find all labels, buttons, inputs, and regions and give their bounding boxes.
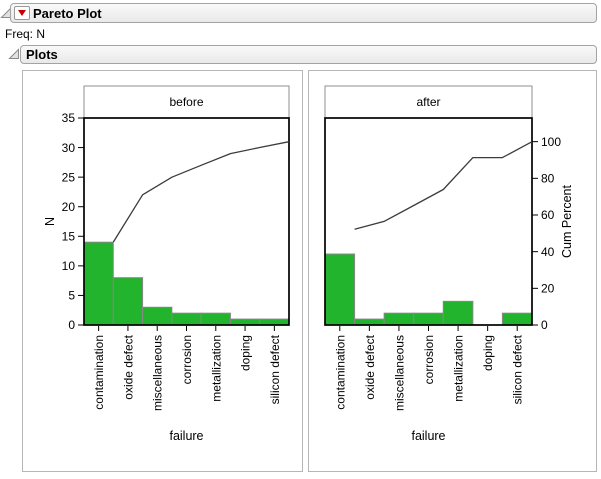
y-tick-label: 0 bbox=[68, 318, 75, 332]
x-tick-label: corrosion bbox=[180, 335, 194, 384]
x-tick-label: metallization bbox=[209, 335, 223, 402]
x-tick-label: doping bbox=[481, 335, 495, 371]
x-axis-title: failure bbox=[411, 429, 445, 443]
y2-tick-label: 40 bbox=[541, 245, 555, 259]
cumulative-percent-line bbox=[112, 141, 290, 243]
freq-label: Freq: N bbox=[5, 27, 46, 41]
pareto-bar-miscellaneous[interactable] bbox=[142, 306, 173, 326]
pareto-bar-oxide-defect[interactable] bbox=[354, 318, 385, 326]
panel-title: after bbox=[416, 95, 440, 109]
disclosure-triangle-icon[interactable] bbox=[8, 48, 20, 60]
plots-header-bar: Plots bbox=[20, 45, 597, 64]
cumulative-percent-line bbox=[354, 141, 533, 230]
pareto-bar-miscellaneous[interactable] bbox=[383, 312, 415, 326]
pareto-bar-contamination[interactable] bbox=[83, 241, 114, 326]
red-triangle-icon bbox=[18, 10, 26, 16]
pareto-bar-corrosion[interactable] bbox=[171, 312, 202, 326]
pareto-plot-header-bar: Pareto Plot bbox=[10, 3, 597, 23]
x-axis-title: failure bbox=[169, 429, 203, 443]
plot-frame bbox=[324, 117, 533, 326]
panel-title: before bbox=[169, 95, 203, 109]
x-tick-label: corrosion bbox=[422, 335, 436, 384]
y-tick-label: 10 bbox=[62, 259, 76, 273]
x-tick-label: oxide defect bbox=[363, 334, 377, 399]
y2-tick-label: 20 bbox=[541, 282, 555, 296]
pareto-bar-metallization[interactable] bbox=[442, 300, 474, 326]
y-axis-title: N bbox=[43, 217, 57, 226]
x-tick-label: miscellaneous bbox=[151, 335, 165, 411]
x-tick-label: metallization bbox=[452, 335, 466, 402]
pareto-chart-after: after 0 20 40 60 80 100 Cum Percent contaminatio… bbox=[324, 85, 574, 443]
red-triangle-menu-button[interactable] bbox=[14, 6, 30, 20]
plots-section-title: Plots bbox=[26, 47, 58, 62]
x-tick-label: contamination bbox=[92, 335, 106, 410]
pareto-bar-oxide-defect[interactable] bbox=[112, 277, 144, 326]
pareto-bar-silicon-defect[interactable] bbox=[259, 318, 290, 326]
x-tick-label: silicon defect bbox=[268, 334, 282, 404]
pareto-bar-corrosion[interactable] bbox=[413, 312, 444, 326]
panel-header-box bbox=[83, 85, 290, 119]
y2-tick-label: 0 bbox=[541, 318, 548, 332]
plot-frame bbox=[83, 117, 290, 326]
y-tick-label: 30 bbox=[62, 141, 76, 155]
pareto-bar-metallization[interactable] bbox=[200, 312, 231, 326]
y2-axis-title: Cum Percent bbox=[560, 185, 574, 258]
y2-tick-label: 80 bbox=[541, 172, 555, 186]
x-tick-label: miscellaneous bbox=[392, 335, 406, 411]
pareto-bar-silicon-defect[interactable] bbox=[501, 312, 533, 326]
x-tick-label: oxide defect bbox=[121, 334, 135, 399]
y-tick-label: 20 bbox=[62, 200, 76, 214]
x-tick-label: doping bbox=[239, 335, 253, 371]
pareto-bar-doping[interactable] bbox=[229, 318, 261, 326]
y-tick-label: 5 bbox=[68, 289, 75, 303]
y-tick-label: 25 bbox=[62, 170, 76, 184]
x-tick-label: silicon defect bbox=[511, 334, 525, 404]
x-tick-label: contamination bbox=[333, 335, 347, 410]
y2-tick-label: 100 bbox=[541, 135, 561, 149]
y-tick-label: 35 bbox=[62, 111, 76, 125]
y2-tick-label: 60 bbox=[541, 208, 555, 222]
pareto-panel-after: after 0 20 40 60 80 100 Cum Percent contaminatio… bbox=[308, 70, 597, 472]
pareto-bar-contamination[interactable] bbox=[324, 253, 356, 326]
report-title: Pareto Plot bbox=[33, 5, 102, 21]
y-tick-label: 15 bbox=[62, 229, 76, 243]
panel-header-box bbox=[324, 85, 533, 119]
